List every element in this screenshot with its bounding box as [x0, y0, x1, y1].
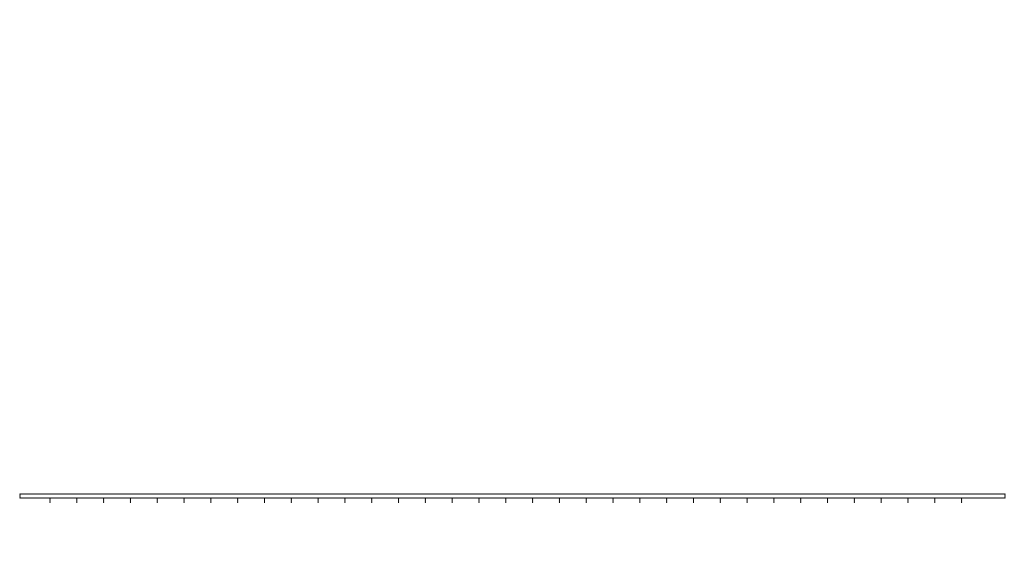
axis-frame: [20, 494, 1005, 498]
